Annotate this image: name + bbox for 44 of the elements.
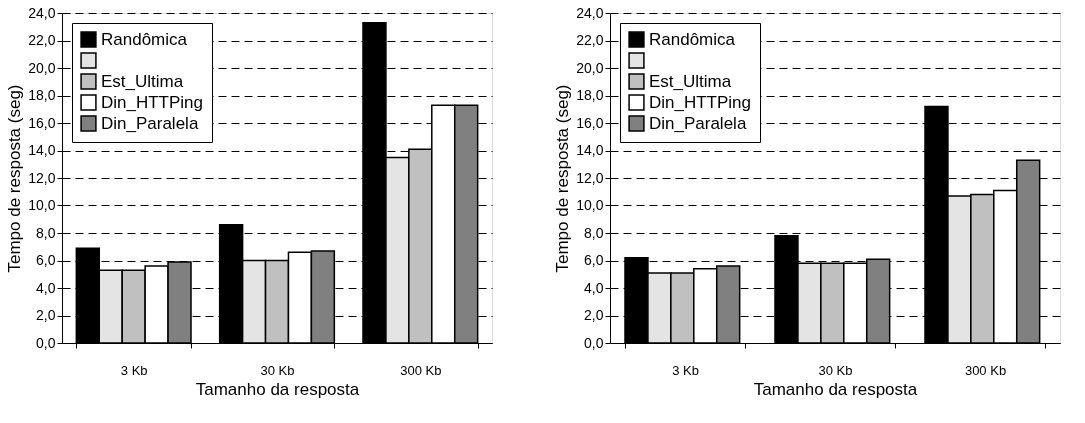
y-tick-label: 12,0 <box>28 169 56 186</box>
y-tick-label: 4,0 <box>36 279 56 296</box>
y-tick-label: 0,0 <box>584 334 604 351</box>
y-tick-label: 16,0 <box>576 114 604 131</box>
y-tick-label: 8,0 <box>36 224 56 241</box>
legend-label: Randômica <box>101 29 188 49</box>
y-tick-label: 10,0 <box>28 197 56 213</box>
legend-label: Est_Ultima <box>649 71 732 91</box>
y-tick-label: 22,0 <box>576 32 604 48</box>
y-tick-label: 0,0 <box>36 334 56 351</box>
y-tick-label: 16,0 <box>28 114 56 131</box>
legend-label: Din_HTTPing <box>649 92 752 112</box>
x-axis-title: Tamanho da resposta <box>753 379 918 399</box>
legend-label: Din_Paralela <box>649 113 747 133</box>
x-tick-label: 300 Kb <box>964 362 1007 378</box>
y-tick-label: 14,0 <box>28 142 56 158</box>
legend-label: Din_HTTPing <box>101 92 204 112</box>
legend-label: Randômica <box>649 29 736 49</box>
y-tick-label: 14,0 <box>576 142 604 158</box>
y-tick-label: 6,0 <box>36 252 56 268</box>
legend-label: Din_Paralela <box>101 113 199 133</box>
y-tick-label: 20,0 <box>576 59 604 76</box>
y-tick-label: 24,0 <box>28 4 56 21</box>
y-tick-label: 22,0 <box>28 32 56 48</box>
y-tick-label: 18,0 <box>28 87 56 103</box>
y-tick-label: 18,0 <box>576 87 604 103</box>
y-tick-label: 8,0 <box>584 224 604 241</box>
x-tick-label: 30 Kb <box>260 362 295 378</box>
y-tick-label: 2,0 <box>36 307 56 323</box>
y-tick-label: 24,0 <box>576 4 604 21</box>
y-tick-label: 12,0 <box>576 169 604 186</box>
y-axis-title: Tempo de resposta (seg) <box>5 84 25 273</box>
y-tick-label: 6,0 <box>584 252 604 268</box>
x-tick-label: 300 Kb <box>400 362 442 378</box>
legend-label: Est_Ultima <box>101 71 184 91</box>
x-tick-label: 3 Kb <box>672 362 699 378</box>
x-tick-label: 30 Kb <box>818 362 853 378</box>
y-axis-title: Tempo de resposta (seg) <box>553 84 573 273</box>
y-tick-label: 20,0 <box>28 59 56 76</box>
x-axis-title: Tamanho da resposta <box>195 379 360 399</box>
x-tick-label: 3 Kb <box>120 362 148 378</box>
y-tick-label: 4,0 <box>584 279 604 296</box>
y-tick-label: 10,0 <box>576 197 604 213</box>
y-tick-label: 2,0 <box>584 307 604 323</box>
